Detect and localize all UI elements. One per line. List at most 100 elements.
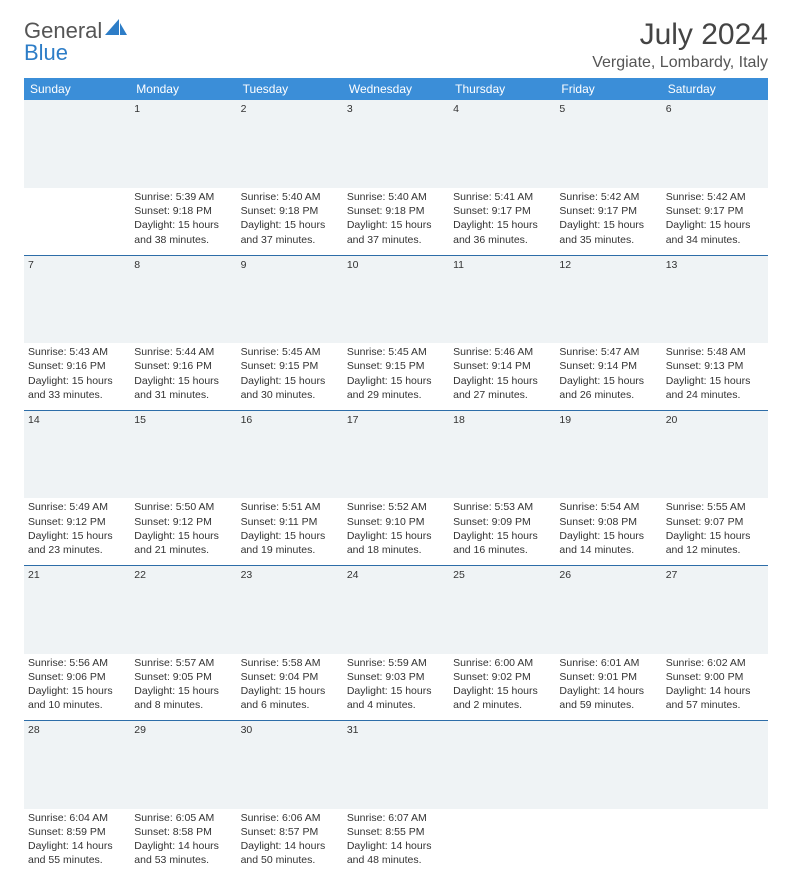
d2-text: and 37 minutes. — [347, 233, 445, 247]
sunset-text: Sunset: 8:58 PM — [134, 825, 232, 839]
day-number — [662, 721, 768, 809]
daynum-row: 21222324252627 — [24, 566, 768, 654]
day-number: 9 — [237, 255, 343, 343]
sunrise-text: Sunrise: 5:59 AM — [347, 656, 445, 670]
d2-text: and 10 minutes. — [28, 698, 126, 712]
sunset-text: Sunset: 8:55 PM — [347, 825, 445, 839]
day-cell: Sunrise: 5:44 AMSunset: 9:16 PMDaylight:… — [130, 343, 236, 410]
day-number: 18 — [449, 410, 555, 498]
day-number: 19 — [555, 410, 661, 498]
day-cell: Sunrise: 5:55 AMSunset: 9:07 PMDaylight:… — [662, 498, 768, 565]
d1-text: Daylight: 15 hours — [347, 374, 445, 388]
d1-text: Daylight: 15 hours — [347, 684, 445, 698]
d1-text: Daylight: 15 hours — [666, 529, 764, 543]
sunset-text: Sunset: 9:10 PM — [347, 515, 445, 529]
sunset-text: Sunset: 8:59 PM — [28, 825, 126, 839]
sunrise-text: Sunrise: 5:52 AM — [347, 500, 445, 514]
day-cell: Sunrise: 5:49 AMSunset: 9:12 PMDaylight:… — [24, 498, 130, 565]
day-cell: Sunrise: 5:42 AMSunset: 9:17 PMDaylight:… — [555, 188, 661, 255]
sunrise-text: Sunrise: 5:58 AM — [241, 656, 339, 670]
location-label: Vergiate, Lombardy, Italy — [592, 54, 768, 72]
day-number: 16 — [237, 410, 343, 498]
day-number: 21 — [24, 566, 130, 654]
d1-text: Daylight: 14 hours — [347, 839, 445, 853]
d1-text: Daylight: 15 hours — [453, 374, 551, 388]
d1-text: Daylight: 15 hours — [241, 218, 339, 232]
d2-text: and 4 minutes. — [347, 698, 445, 712]
col-sunday: Sunday — [24, 78, 130, 100]
day-cell — [24, 188, 130, 255]
day-cell: Sunrise: 5:42 AMSunset: 9:17 PMDaylight:… — [662, 188, 768, 255]
sunrise-text: Sunrise: 5:40 AM — [347, 190, 445, 204]
sunrise-text: Sunrise: 5:42 AM — [559, 190, 657, 204]
sunrise-text: Sunrise: 5:50 AM — [134, 500, 232, 514]
d1-text: Daylight: 15 hours — [28, 684, 126, 698]
d2-text: and 2 minutes. — [453, 698, 551, 712]
sunrise-text: Sunrise: 5:49 AM — [28, 500, 126, 514]
sunset-text: Sunset: 9:15 PM — [241, 359, 339, 373]
day-number: 8 — [130, 255, 236, 343]
sunset-text: Sunset: 8:57 PM — [241, 825, 339, 839]
day-number — [24, 100, 130, 188]
d2-text: and 57 minutes. — [666, 698, 764, 712]
sunset-text: Sunset: 9:17 PM — [453, 204, 551, 218]
day-number: 28 — [24, 721, 130, 809]
d1-text: Daylight: 14 hours — [134, 839, 232, 853]
sunrise-text: Sunrise: 6:01 AM — [559, 656, 657, 670]
day-cell: Sunrise: 5:52 AMSunset: 9:10 PMDaylight:… — [343, 498, 449, 565]
d2-text: and 27 minutes. — [453, 388, 551, 402]
day-cell: Sunrise: 5:45 AMSunset: 9:15 PMDaylight:… — [237, 343, 343, 410]
d1-text: Daylight: 15 hours — [559, 218, 657, 232]
logo-text-b: Blue — [24, 40, 68, 66]
day-cell — [555, 809, 661, 875]
col-tuesday: Tuesday — [237, 78, 343, 100]
sunrise-text: Sunrise: 5:56 AM — [28, 656, 126, 670]
sunset-text: Sunset: 9:13 PM — [666, 359, 764, 373]
day-number: 22 — [130, 566, 236, 654]
d1-text: Daylight: 15 hours — [241, 374, 339, 388]
col-saturday: Saturday — [662, 78, 768, 100]
day-cell — [662, 809, 768, 875]
sunrise-text: Sunrise: 6:00 AM — [453, 656, 551, 670]
day-number: 2 — [237, 100, 343, 188]
day-cell: Sunrise: 6:00 AMSunset: 9:02 PMDaylight:… — [449, 654, 555, 721]
d2-text: and 50 minutes. — [241, 853, 339, 867]
day-number: 14 — [24, 410, 130, 498]
content-row: Sunrise: 6:04 AMSunset: 8:59 PMDaylight:… — [24, 809, 768, 875]
sunset-text: Sunset: 9:04 PM — [241, 670, 339, 684]
day-number: 24 — [343, 566, 449, 654]
d1-text: Daylight: 15 hours — [453, 684, 551, 698]
d2-text: and 53 minutes. — [134, 853, 232, 867]
d2-text: and 59 minutes. — [559, 698, 657, 712]
d1-text: Daylight: 15 hours — [134, 374, 232, 388]
d1-text: Daylight: 15 hours — [559, 374, 657, 388]
d1-text: Daylight: 15 hours — [453, 529, 551, 543]
day-cell: Sunrise: 5:58 AMSunset: 9:04 PMDaylight:… — [237, 654, 343, 721]
day-number: 3 — [343, 100, 449, 188]
content-row: Sunrise: 5:56 AMSunset: 9:06 PMDaylight:… — [24, 654, 768, 721]
d2-text: and 37 minutes. — [241, 233, 339, 247]
sunset-text: Sunset: 9:18 PM — [134, 204, 232, 218]
day-cell: Sunrise: 6:06 AMSunset: 8:57 PMDaylight:… — [237, 809, 343, 875]
col-wednesday: Wednesday — [343, 78, 449, 100]
d1-text: Daylight: 14 hours — [559, 684, 657, 698]
sunrise-text: Sunrise: 5:41 AM — [453, 190, 551, 204]
sunset-text: Sunset: 9:16 PM — [28, 359, 126, 373]
day-number: 11 — [449, 255, 555, 343]
d1-text: Daylight: 15 hours — [453, 218, 551, 232]
sunrise-text: Sunrise: 5:51 AM — [241, 500, 339, 514]
sunrise-text: Sunrise: 6:07 AM — [347, 811, 445, 825]
sunrise-text: Sunrise: 5:45 AM — [241, 345, 339, 359]
month-title: July 2024 — [592, 18, 768, 52]
d2-text: and 36 minutes. — [453, 233, 551, 247]
d1-text: Daylight: 14 hours — [666, 684, 764, 698]
content-row: Sunrise: 5:39 AMSunset: 9:18 PMDaylight:… — [24, 188, 768, 255]
day-cell: Sunrise: 6:01 AMSunset: 9:01 PMDaylight:… — [555, 654, 661, 721]
sunset-text: Sunset: 9:00 PM — [666, 670, 764, 684]
sunrise-text: Sunrise: 6:06 AM — [241, 811, 339, 825]
sunset-text: Sunset: 9:18 PM — [241, 204, 339, 218]
d2-text: and 38 minutes. — [134, 233, 232, 247]
sunrise-text: Sunrise: 5:42 AM — [666, 190, 764, 204]
d2-text: and 6 minutes. — [241, 698, 339, 712]
day-cell: Sunrise: 5:47 AMSunset: 9:14 PMDaylight:… — [555, 343, 661, 410]
